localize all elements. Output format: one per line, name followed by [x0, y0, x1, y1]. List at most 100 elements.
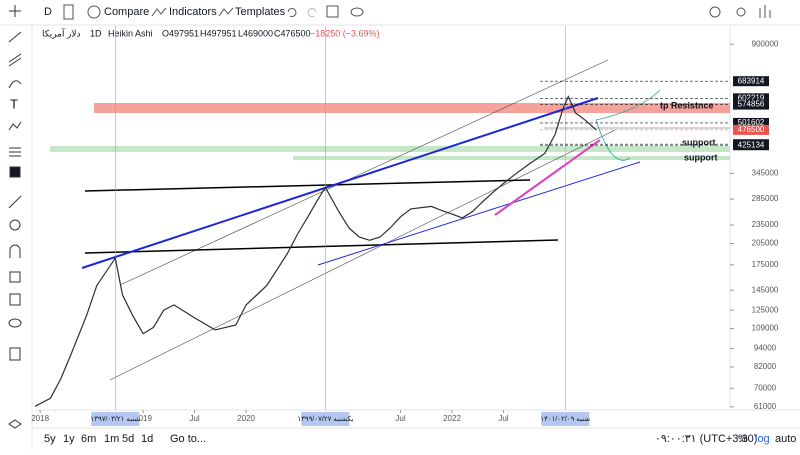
y-tick-label: 235000 — [752, 220, 779, 229]
price-axis — [730, 26, 800, 410]
annotation[interactable]: support — [684, 152, 718, 162]
price-tag: 602219 — [738, 93, 765, 102]
range-button[interactable]: 1d — [141, 433, 153, 445]
y-tick-label: 94000 — [754, 344, 777, 353]
drawings: tp Resistnce support support — [50, 59, 730, 381]
y-tick-label: 345000 — [752, 168, 779, 177]
fullscreen-button[interactable] — [326, 5, 339, 18]
date-tag-bg — [541, 412, 590, 426]
range-button[interactable]: 6m — [81, 433, 96, 445]
chart-legend: دلار آمریکا 1D Heikin Ashi O497951 H4979… — [42, 27, 380, 39]
indicators-icon[interactable] — [151, 7, 167, 17]
pattern-tool[interactable] — [8, 121, 22, 131]
date-tag-bg — [301, 412, 350, 426]
support-zone[interactable] — [50, 146, 730, 152]
y-tick-label: 109000 — [752, 324, 779, 333]
price-tag: 501602 — [738, 118, 765, 127]
annotation[interactable]: tp Resistnce — [660, 100, 714, 110]
price-tag: 683914 — [738, 76, 765, 85]
x-tick-label: 2018 — [31, 414, 49, 423]
share-button[interactable] — [736, 7, 746, 17]
compare-icon[interactable] — [87, 5, 101, 19]
fib-tool[interactable] — [8, 53, 22, 67]
legend-style: Heikin Ashi — [108, 28, 153, 38]
plot — [35, 26, 730, 410]
trend-line[interactable] — [317, 161, 641, 266]
y-tick-label: 70000 — [754, 383, 777, 392]
y-tick-label: 285000 — [752, 194, 779, 203]
symbol-button[interactable]: D — [44, 6, 52, 18]
price-line — [35, 95, 597, 408]
text-tool[interactable]: T — [10, 96, 18, 111]
date-tag: شنبه ۱۴۰۱/۰۲/۰۹ — [540, 416, 590, 423]
auto-toggle[interactable]: auto — [775, 433, 796, 445]
measure-tool[interactable] — [8, 195, 22, 209]
legend-high: H497951 — [200, 28, 237, 38]
legend-interval: 1D — [90, 28, 102, 38]
y-tick-label: 900000 — [752, 39, 779, 48]
y-tick-label: 125000 — [752, 305, 779, 314]
brush-tool[interactable] — [8, 80, 22, 89]
goto-button[interactable]: Go to... — [170, 433, 206, 445]
settings-button[interactable] — [709, 6, 721, 18]
redo-button[interactable] — [307, 8, 317, 17]
prediction-tool[interactable] — [9, 147, 21, 157]
y-tick-label: 61000 — [754, 402, 777, 411]
price-tag-bg — [733, 76, 769, 87]
channel-line[interactable] — [109, 129, 616, 381]
date-tag: یکشنبه ۱۳۹۹/۰۷/۲۷ — [297, 415, 353, 423]
remove-tool[interactable] — [9, 347, 21, 361]
trendline-tool[interactable] — [8, 31, 22, 43]
layers-tool[interactable] — [8, 419, 22, 429]
price-tag-bg — [733, 93, 769, 104]
zoom-tool[interactable] — [9, 219, 21, 231]
price-tag: 425134 — [738, 140, 765, 149]
y-tick-label: 175000 — [752, 260, 779, 269]
compare-button[interactable]: Compare — [104, 6, 149, 18]
x-tick-label: Jul — [395, 414, 405, 423]
price-tag-bg — [733, 117, 769, 128]
legend-symbol: دلار آمریکا — [42, 27, 81, 39]
x-tick-label: Jul — [189, 414, 199, 423]
templates-icon[interactable] — [218, 7, 234, 17]
hide-button[interactable] — [350, 7, 364, 17]
trend-line[interactable] — [84, 179, 531, 192]
date-tag-bg — [91, 412, 140, 426]
log-toggle[interactable]: log — [755, 433, 770, 445]
support-zone[interactable] — [293, 156, 730, 160]
range-button[interactable]: 1m — [104, 433, 119, 445]
projection-path[interactable] — [595, 89, 661, 161]
price-tag-bg — [733, 140, 769, 151]
percent-toggle[interactable]: % — [738, 433, 748, 445]
indicators-button[interactable]: Indicators — [169, 6, 217, 18]
trend-line[interactable] — [494, 139, 601, 216]
shape-tool[interactable] — [9, 166, 21, 178]
magnet-tool[interactable] — [9, 244, 21, 258]
range-button[interactable]: 5d — [122, 433, 134, 445]
legend-open: O497951 — [162, 28, 199, 38]
range-button[interactable]: 1y — [63, 433, 75, 445]
channel-line[interactable] — [119, 59, 609, 286]
clock[interactable]: ۰۹:۰۰:۳۱ (UTC+3:30) — [655, 433, 757, 445]
lock-all-tool[interactable] — [9, 293, 21, 306]
x-tick-label: 2019 — [134, 414, 152, 423]
cursor-tool[interactable] — [9, 5, 21, 17]
bars-icon[interactable] — [63, 4, 74, 20]
visibility-tool[interactable] — [8, 318, 22, 328]
lock-tool[interactable] — [9, 271, 21, 283]
y-tick-label: 82000 — [754, 362, 777, 371]
range-button[interactable]: 5y — [44, 433, 56, 445]
trend-line[interactable] — [84, 239, 559, 254]
x-tick-label: Jul — [498, 414, 508, 423]
y-tick-label: 205000 — [752, 239, 779, 248]
trend-line[interactable] — [81, 97, 599, 269]
left-toolbar: T — [8, 5, 33, 450]
resistance-zone[interactable] — [94, 103, 730, 113]
templates-button[interactable]: Templates — [235, 6, 286, 18]
annotation[interactable]: support — [682, 137, 716, 147]
publish-button[interactable] — [759, 5, 771, 18]
undo-button[interactable] — [287, 8, 297, 17]
legend-change: −18250 (−3.69%) — [310, 28, 380, 38]
price-tag-bg — [733, 99, 769, 110]
